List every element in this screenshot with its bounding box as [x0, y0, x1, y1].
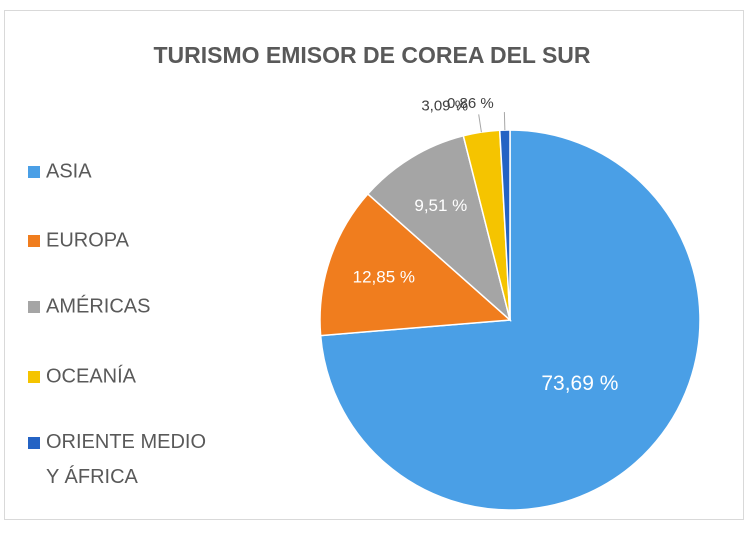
legend-label: ASIA — [46, 160, 92, 182]
pie-slice — [319, 192, 512, 337]
data-label: 0,86 % — [447, 95, 494, 112]
data-label: 73,69 % — [541, 372, 618, 395]
legend-label: OCEANÍA — [46, 364, 137, 387]
legend-line: ORIENTE MEDIO — [46, 431, 206, 453]
leader-line — [478, 114, 482, 133]
legend-swatch — [28, 371, 40, 383]
legend-swatch — [28, 166, 40, 178]
data-label: 3,09 % — [421, 97, 468, 114]
data-label: 9,51 % — [414, 196, 467, 215]
legend-line: Y ÁFRICA — [46, 465, 139, 488]
legend-label: ORIENTE MEDIO Y ÁFRICA — [46, 431, 206, 488]
legend-swatch — [28, 301, 40, 313]
data-label: 12,85 % — [353, 267, 415, 286]
legend-label: EUROPA — [46, 229, 130, 251]
legend-label: AMÉRICAS — [46, 294, 150, 317]
chart-title: TURISMO EMISOR DE COREA DEL SUR — [153, 42, 590, 68]
legend-swatch — [28, 437, 40, 449]
legend-swatch — [28, 235, 40, 247]
